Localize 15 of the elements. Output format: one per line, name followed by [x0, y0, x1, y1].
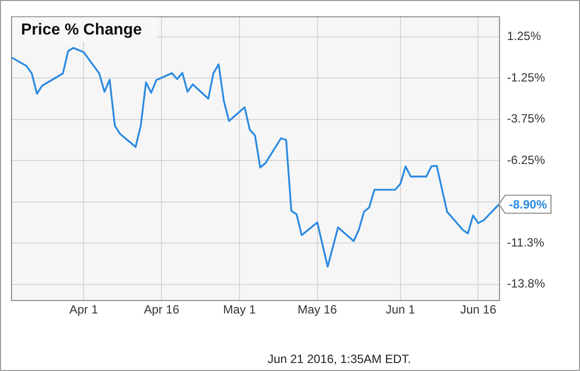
- x-tick-label: Jun 1: [386, 302, 416, 317]
- y-tick-label: 1.25%: [507, 29, 542, 44]
- x-tick-label: Jun 16: [460, 302, 497, 317]
- x-tick-label: Apr 16: [144, 302, 180, 317]
- x-tick-label: Apr 1: [69, 302, 98, 317]
- y-tick-label: -13.8%: [507, 276, 546, 291]
- data-label: -8.90%: [509, 198, 548, 212]
- chart-title: Price % Change: [21, 22, 142, 39]
- x-tick-label: May 1: [223, 302, 256, 317]
- text: Jun 21 2016, 1:35AM EDT.: [268, 352, 411, 366]
- y-tick-label: -3.75%: [507, 112, 546, 126]
- x-tick-label: May 16: [298, 302, 338, 317]
- y-tick-label: -1.25%: [507, 70, 546, 84]
- y-tick-label: -6.25%: [507, 152, 546, 167]
- y-tick-label: -11.3%: [507, 235, 544, 250]
